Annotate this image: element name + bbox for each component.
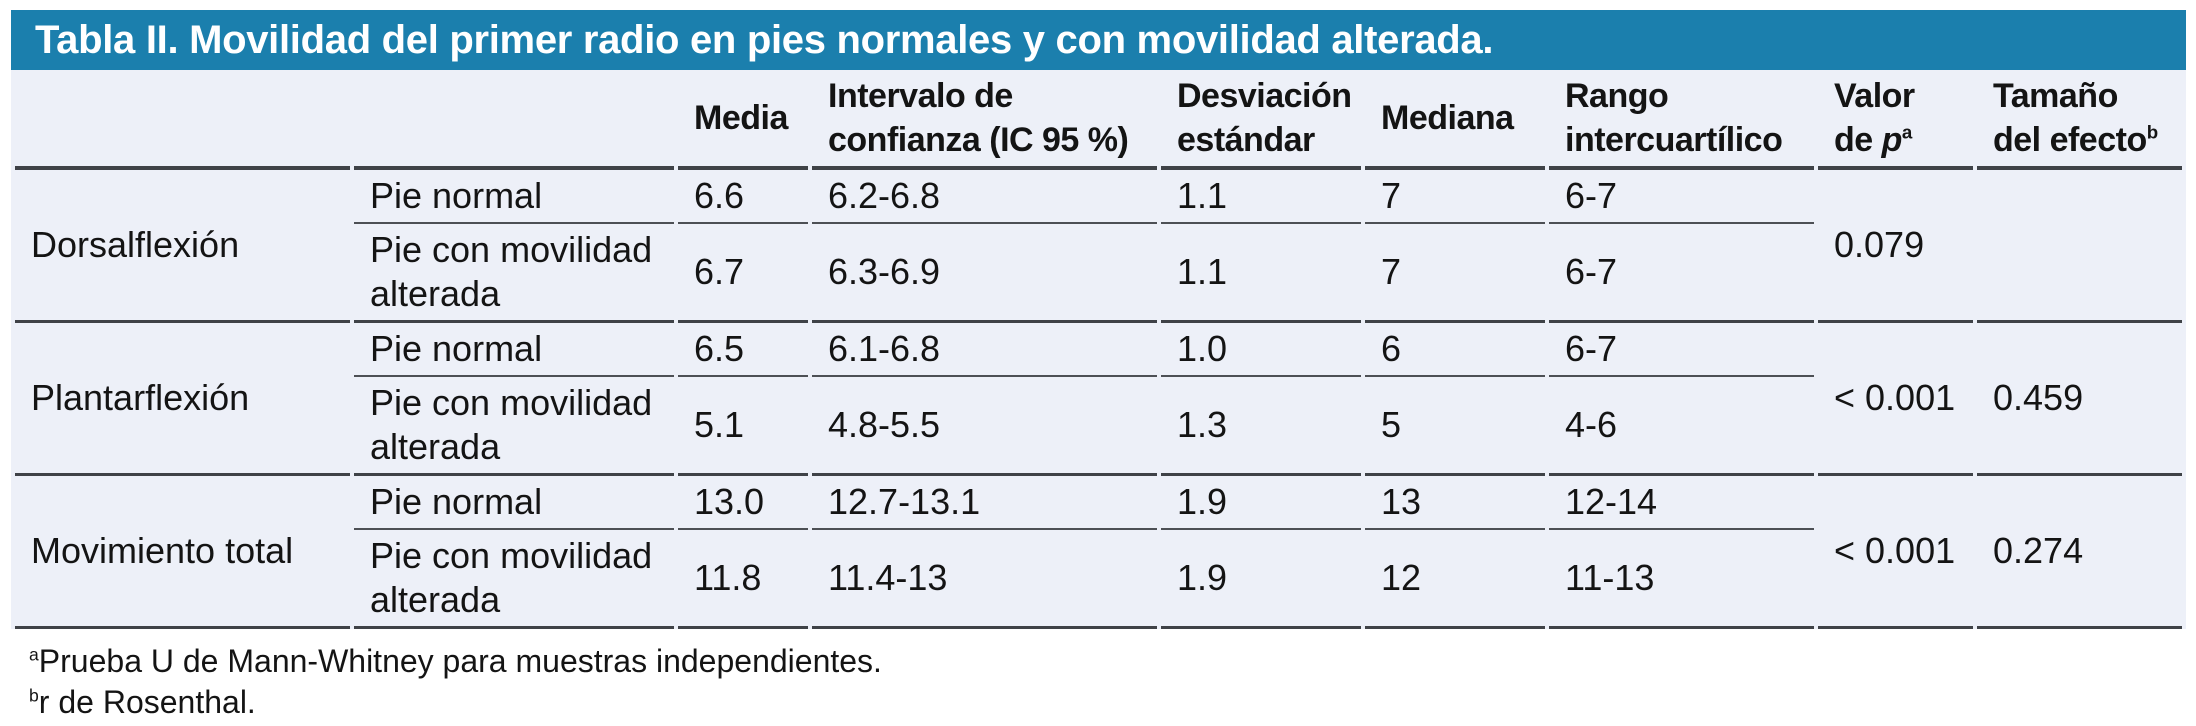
mediana-value: 7 <box>1365 170 1545 224</box>
effect-size-cell <box>1977 170 2182 323</box>
condition-cell: Pie con movilidad alterada <box>354 530 674 629</box>
row-group-label: Movimiento total <box>15 476 350 629</box>
media-value: 6.5 <box>678 323 808 377</box>
p-value-cell: < 0.001 <box>1818 476 1973 629</box>
sd-value: 1.1 <box>1161 170 1361 224</box>
condition-cell: Pie normal <box>354 323 674 377</box>
riq-value: 4-6 <box>1549 377 1814 476</box>
p-value-cell: < 0.001 <box>1818 323 1973 476</box>
table-row: Movimiento total Pie normal 13.0 12.7-13… <box>15 476 2182 629</box>
footnote-b-text: r de Rosenthal. <box>38 684 256 720</box>
table-row: Dorsalflexión Pie normal 6.6 6.2-6.8 1.1… <box>15 170 2182 323</box>
media-value: 5.1 <box>678 377 808 476</box>
sd-value: 1.0 <box>1161 323 1361 377</box>
header-empty-group <box>15 70 350 170</box>
footnote-marker-b: b <box>2146 121 2158 143</box>
riq-value: 6-7 <box>1549 323 1814 377</box>
sd-value: 1.9 <box>1161 476 1361 530</box>
ic-value: 6.2-6.8 <box>812 170 1157 224</box>
column-header-valor-p: Valor de pa <box>1818 70 1973 170</box>
ic-value: 12.7-13.1 <box>812 476 1157 530</box>
sd-value: 1.3 <box>1161 377 1361 476</box>
mediana-value: 6 <box>1365 323 1545 377</box>
condition-cell: Pie con movilidad alterada <box>354 377 674 476</box>
mediana-value: 5 <box>1365 377 1545 476</box>
condition-cell: Pie con movilidad alterada <box>354 224 674 323</box>
riq-value: 11-13 <box>1549 530 1814 629</box>
condition-cell: Pie normal <box>354 170 674 224</box>
riq-value: 6-7 <box>1549 170 1814 224</box>
effect-size-cell: 0.274 <box>1977 476 2182 629</box>
media-value: 6.6 <box>678 170 808 224</box>
condition-cell: Pie normal <box>354 476 674 530</box>
column-header-intervalo-confianza: Intervalo de confianza (IC 95 %) <box>812 70 1157 170</box>
table-title-bar: Tabla II. Movilidad del primer radio en … <box>11 10 2186 70</box>
ic-value: 4.8-5.5 <box>812 377 1157 476</box>
riq-value: 6-7 <box>1549 224 1814 323</box>
footnote-a-marker: a <box>29 644 39 665</box>
sd-value: 1.1 <box>1161 224 1361 323</box>
footnote-marker-a: a <box>1901 121 1912 143</box>
table-title: Tabla II. Movilidad del primer radio en … <box>35 17 1494 62</box>
footnote-a: aPrueba U de Mann-Whitney para muestras … <box>29 641 2186 682</box>
footnotes: aPrueba U de Mann-Whitney para muestras … <box>11 641 2186 723</box>
column-header-desviacion-estandar: Desviación estándar <box>1161 70 1361 170</box>
column-header-tamano-efecto: Tamaño del efectob <box>1977 70 2182 170</box>
mediana-value: 12 <box>1365 530 1545 629</box>
media-value: 11.8 <box>678 530 808 629</box>
footnote-b: br de Rosenthal. <box>29 682 2186 723</box>
footnote-a-text: Prueba U de Mann-Whitney para muestras i… <box>38 643 882 679</box>
column-header-mediana: Mediana <box>1365 70 1545 170</box>
header-row: Media Intervalo de confianza (IC 95 %) De… <box>15 70 2182 170</box>
effect-size-cell: 0.459 <box>1977 323 2182 476</box>
footnote-b-marker: b <box>29 685 39 706</box>
column-header-media: Media <box>678 70 808 170</box>
ic-value: 6.1-6.8 <box>812 323 1157 377</box>
media-value: 6.7 <box>678 224 808 323</box>
table-row: Pie con movilidad alterada 6.7 6.3-6.9 1.… <box>15 224 2182 323</box>
sd-value: 1.9 <box>1161 530 1361 629</box>
mediana-value: 7 <box>1365 224 1545 323</box>
table-row: Plantarflexión Pie normal 6.5 6.1-6.8 1.… <box>15 323 2182 476</box>
header-empty-condition <box>354 70 674 170</box>
ic-value: 6.3-6.9 <box>812 224 1157 323</box>
mediana-value: 13 <box>1365 476 1545 530</box>
p-italic: p <box>1881 121 1903 159</box>
ic-value: 11.4-13 <box>812 530 1157 629</box>
media-value: 13.0 <box>678 476 808 530</box>
row-group-label: Plantarflexión <box>15 323 350 476</box>
table-row: Pie con movilidad alterada 11.8 11.4-13 1… <box>15 530 2182 629</box>
row-group-label: Dorsalflexión <box>15 170 350 323</box>
riq-value: 12-14 <box>1549 476 1814 530</box>
statistics-table: Media Intervalo de confianza (IC 95 %) De… <box>11 70 2186 629</box>
table-row: Pie con movilidad alterada 5.1 4.8-5.5 1.… <box>15 377 2182 476</box>
column-header-rango-intercuartilico: Rango intercuartílico <box>1549 70 1814 170</box>
p-value-cell: 0.079 <box>1818 170 1973 323</box>
